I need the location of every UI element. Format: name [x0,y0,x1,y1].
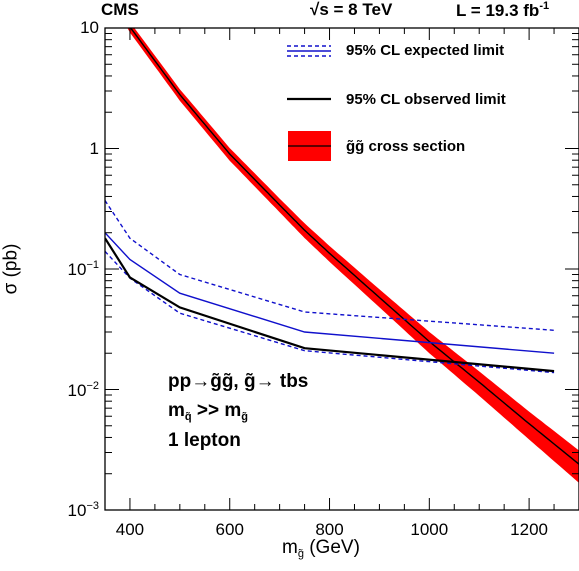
energy-prefix: s [319,0,329,19]
y-tick-label-base: 10 [67,501,87,520]
lumi-text: L = 19.3 fb [456,1,540,20]
x-tick-label: 1200 [510,520,549,539]
energy-value: = 8 TeV [328,0,393,19]
legend-expected-label: 95% CL expected limit [346,42,505,59]
x-tick-label: 800 [315,520,344,539]
expected-line [105,232,555,354]
energy-label: √s = 8 TeV [310,0,392,20]
legend-observed-label: 95% CL observed limit [346,91,506,108]
y-tick-label-exp: −2 [86,379,99,392]
lumi-sup: -1 [539,0,550,12]
x-axis-title-m: m [282,537,298,558]
y-tick-label-base: 10 [67,380,87,400]
mass-hierarchy-sub1: q̃ [184,411,192,423]
expected-band-up-line [105,200,555,331]
xsec-central-line [129,28,579,465]
observed-line [105,237,555,373]
x-axis-title: mg̃ (GeV) [282,537,360,560]
y-axis-title: σ (pb) [0,243,22,295]
y-tick-label-exp: −1 [86,259,99,271]
y-tick-label: 10−1 [68,259,99,280]
expected-band-down-line [105,250,555,374]
y-tick-label-base: 10 [67,260,87,279]
y-tick-label: 1 [90,139,99,159]
lepton-label: 1 lepton [168,430,241,451]
experiment-label: CMS [101,0,139,19]
y-tick-label-base: 10 [80,18,99,37]
y-tick-label-base: 1 [89,138,99,158]
mass-hierarchy-mid: >> m [191,400,242,421]
legend [287,45,331,161]
axis-ticks [104,28,579,511]
data-layer [105,28,579,483]
mass-hierarchy-m1: m [168,400,185,421]
legend-xsec-label: g̃g̃ cross section [346,138,466,155]
process-label: pp→g̃g̃, g̃→ tbs [168,371,309,392]
x-tick-label: 1000 [410,520,449,539]
mass-hierarchy-label: mq̃ >> mg̃ [168,400,248,423]
x-tick-label: 600 [215,520,244,539]
y-tick-label: 10 [80,18,99,38]
y-tick-label: 10−2 [68,380,99,401]
y-tick-label-exp: −3 [86,500,99,512]
sqrt-symbol: √ [310,0,320,19]
xsec-band [127,28,579,483]
lumi-label: L = 19.3 fb-1 [456,0,549,21]
x-axis-title-sub: g̃ [297,548,304,560]
x-tick-label: 400 [115,520,145,539]
y-tick-label: 10−3 [68,500,99,521]
x-axis-title-unit: (GeV) [303,537,360,558]
mass-hierarchy-sub2: g̃ [241,411,249,423]
